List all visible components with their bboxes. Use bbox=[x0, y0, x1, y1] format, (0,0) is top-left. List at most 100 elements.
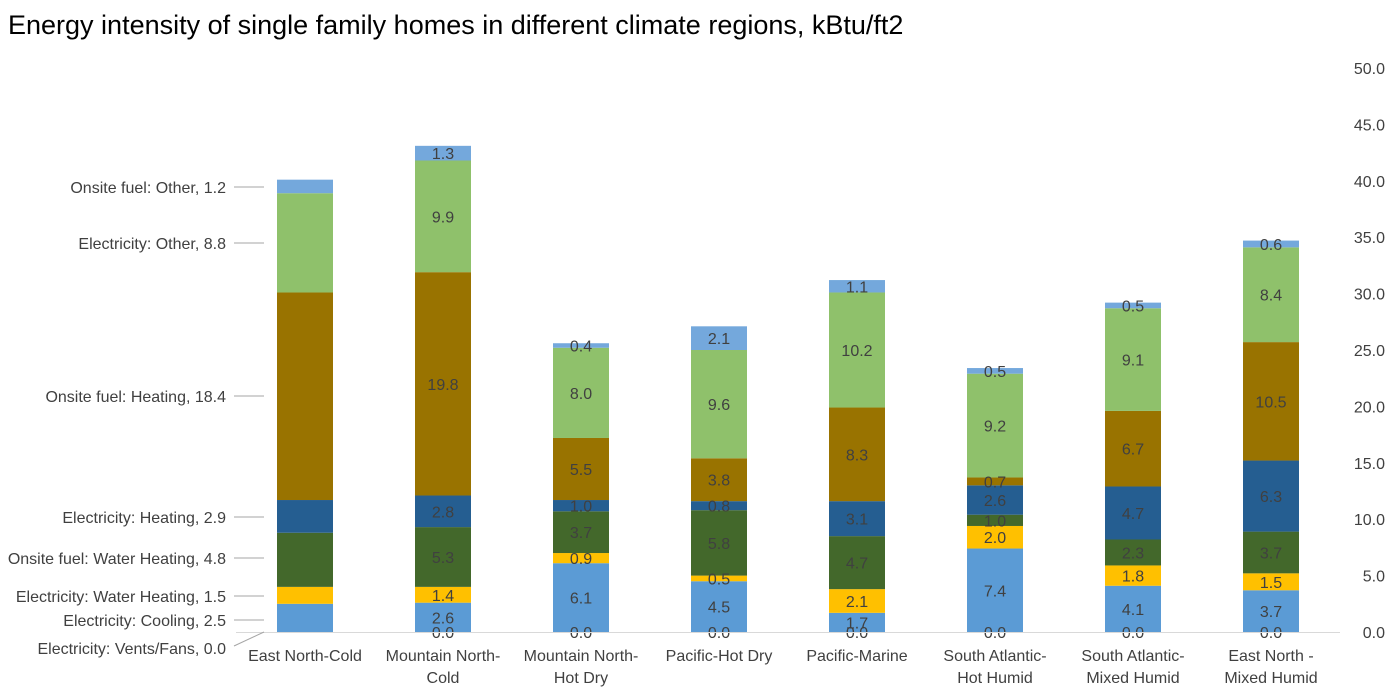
data-label: 0.5 bbox=[708, 571, 730, 588]
callout-label: Electricity: Vents/Fans, 0.0 bbox=[37, 641, 226, 658]
data-label: 4.7 bbox=[846, 556, 868, 573]
data-label: 0.0 bbox=[846, 625, 868, 642]
data-label: 3.8 bbox=[708, 473, 730, 490]
bar-segment bbox=[691, 510, 747, 576]
data-label: 0.0 bbox=[1260, 625, 1282, 642]
data-label: 0.0 bbox=[984, 625, 1006, 642]
y-tick-label: 25.0 bbox=[1354, 343, 1385, 360]
data-label: 2.6 bbox=[432, 610, 454, 627]
data-label: 9.6 bbox=[708, 397, 730, 414]
bar-segment bbox=[553, 500, 609, 512]
data-label: 3.7 bbox=[1260, 604, 1282, 621]
y-tick-label: 35.0 bbox=[1354, 230, 1385, 247]
bar-segment bbox=[691, 458, 747, 502]
callout-label: Electricity: Water Heating, 1.5 bbox=[16, 589, 226, 606]
x-tick-label: Mountain North-Hot Dry bbox=[524, 648, 639, 687]
bar-segment bbox=[1243, 590, 1299, 632]
x-tick-label: Pacific-Marine bbox=[806, 648, 907, 665]
y-tick-label: 20.0 bbox=[1354, 399, 1385, 416]
data-label: 9.1 bbox=[1122, 353, 1144, 370]
data-label: 1.5 bbox=[1260, 575, 1282, 592]
bar-segment bbox=[553, 347, 609, 438]
bar-segment bbox=[829, 501, 885, 537]
bar-segment bbox=[415, 602, 471, 632]
bar-segment bbox=[1105, 486, 1161, 540]
callout-label: Onsite fuel: Other, 1.2 bbox=[70, 180, 226, 197]
data-label: 2.8 bbox=[432, 504, 454, 521]
bar-segment bbox=[1243, 342, 1299, 461]
data-label: 1.0 bbox=[570, 499, 592, 516]
bar-segment bbox=[415, 495, 471, 528]
callout-label: Electricity: Other, 8.8 bbox=[78, 236, 226, 253]
data-label: 4.1 bbox=[1122, 602, 1144, 619]
bar-segment bbox=[691, 350, 747, 459]
bar-segment bbox=[829, 280, 885, 293]
bar-segment bbox=[1105, 539, 1161, 566]
bar-segment bbox=[277, 532, 333, 587]
bar-segment bbox=[415, 272, 471, 496]
data-label: 1.0 bbox=[984, 513, 1006, 530]
data-label: 9.2 bbox=[984, 419, 1006, 436]
bar-segment bbox=[691, 575, 747, 582]
bar-segment bbox=[1243, 247, 1299, 343]
bar-segment bbox=[553, 511, 609, 554]
callout-label: Onsite fuel: Heating, 18.4 bbox=[45, 389, 226, 406]
y-tick-label: 40.0 bbox=[1354, 174, 1385, 191]
data-label: 3.7 bbox=[570, 525, 592, 542]
data-label: 0.0 bbox=[570, 625, 592, 642]
x-tick-label: Mountain North-Cold bbox=[386, 648, 501, 687]
data-label: 4.7 bbox=[1122, 506, 1144, 523]
y-tick-label: 10.0 bbox=[1354, 512, 1385, 529]
data-label: 0.8 bbox=[708, 499, 730, 516]
callout-label: Electricity: Cooling, 2.5 bbox=[63, 613, 226, 630]
data-label: 10.2 bbox=[841, 343, 872, 360]
bar-segment bbox=[691, 581, 747, 632]
bar-segment bbox=[967, 525, 1023, 549]
data-label: 3.7 bbox=[1260, 545, 1282, 562]
data-label: 0.7 bbox=[984, 474, 1006, 491]
chart-title: Energy intensity of single family homes … bbox=[8, 10, 904, 40]
bar-segment bbox=[415, 160, 471, 273]
x-axis: East North-Cold Mountain North-Cold Mounta… bbox=[236, 632, 1340, 687]
bar-segment bbox=[1243, 573, 1299, 591]
data-label: 0.0 bbox=[432, 625, 454, 642]
y-tick-label: 15.0 bbox=[1354, 456, 1385, 473]
bar-segment bbox=[691, 326, 747, 350]
bar-segment bbox=[829, 536, 885, 590]
data-label: 1.1 bbox=[846, 279, 868, 296]
bar-segment bbox=[967, 477, 1023, 486]
data-label: 5.8 bbox=[708, 536, 730, 553]
callout-label: Onsite fuel: Water Heating, 4.8 bbox=[8, 551, 226, 568]
data-label: 0.4 bbox=[570, 338, 592, 355]
data-label: 0.0 bbox=[708, 625, 730, 642]
bars-layer bbox=[277, 145, 1299, 632]
bar-segment bbox=[553, 553, 609, 564]
x-tick-label: East North-Cold bbox=[248, 648, 362, 665]
y-tick-label: 45.0 bbox=[1354, 117, 1385, 134]
data-label: 0.5 bbox=[984, 364, 1006, 381]
bar-segment bbox=[277, 500, 333, 533]
data-label: 0.6 bbox=[1260, 237, 1282, 254]
data-label: 0.0 bbox=[1122, 625, 1144, 642]
x-tick-label: Pacific-Hot Dry bbox=[666, 648, 773, 665]
data-label: 2.3 bbox=[1122, 545, 1144, 562]
data-label: 4.5 bbox=[708, 600, 730, 617]
callout-label: Electricity: Heating, 2.9 bbox=[62, 510, 226, 527]
data-label: 2.6 bbox=[984, 493, 1006, 510]
data-label: 6.1 bbox=[570, 591, 592, 608]
data-label: 19.8 bbox=[427, 377, 458, 394]
bar-segment bbox=[553, 437, 609, 501]
bar-segment bbox=[415, 586, 471, 603]
bar-segment bbox=[277, 292, 333, 501]
data-label: 6.3 bbox=[1260, 489, 1282, 506]
bar-segment bbox=[1243, 240, 1299, 248]
x-tick-label: South Atlantic-Mixed Humid bbox=[1081, 648, 1184, 687]
data-label: 10.5 bbox=[1255, 394, 1286, 411]
bar-segment bbox=[1105, 410, 1161, 487]
data-label: 6.7 bbox=[1122, 442, 1144, 459]
data-label: 2.1 bbox=[846, 594, 868, 611]
callout-leader bbox=[233, 631, 265, 647]
bar-segment bbox=[415, 145, 471, 161]
bar-segment bbox=[277, 193, 333, 293]
data-label: 1.8 bbox=[1122, 569, 1144, 586]
